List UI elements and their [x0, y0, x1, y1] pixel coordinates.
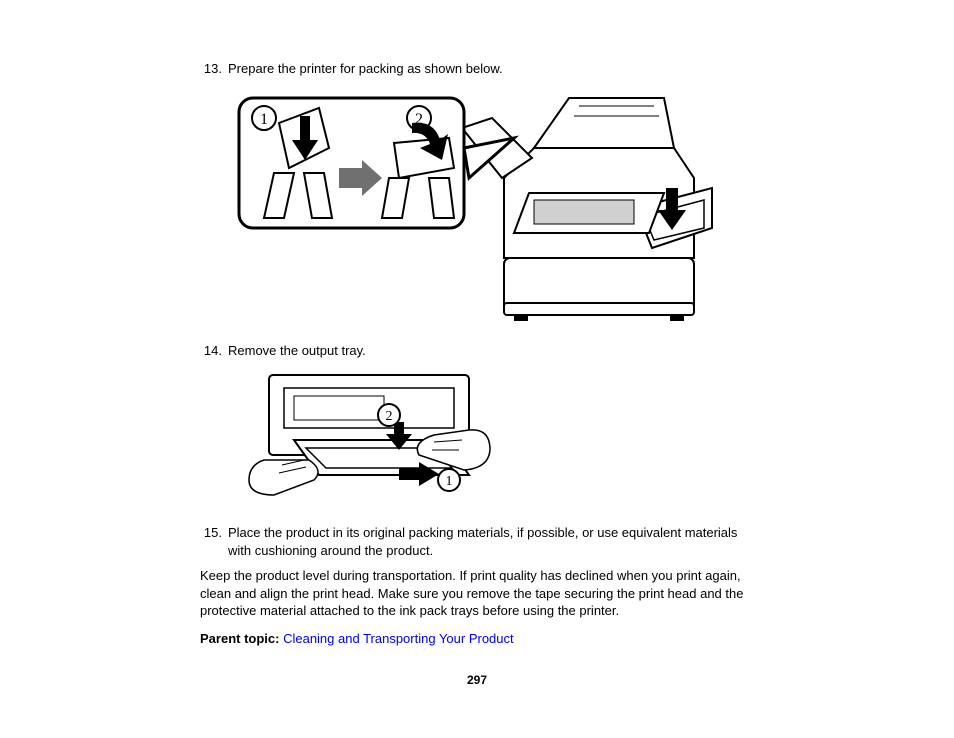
figure-remove-tray: 2 1 [234, 370, 760, 515]
parent-topic-link[interactable]: Cleaning and Transporting Your Product [283, 631, 514, 646]
step-number: 15. [200, 524, 228, 559]
step-number: 13. [200, 60, 228, 78]
parent-topic-label: Parent topic: [200, 631, 283, 646]
step-15: 15. Place the product in its original pa… [200, 524, 760, 559]
step-text: Prepare the printer for packing as shown… [228, 60, 760, 78]
svg-text:1: 1 [446, 474, 453, 489]
svg-text:1: 1 [260, 111, 268, 128]
step-14: 14. Remove the output tray. [200, 342, 760, 360]
step-number: 14. [200, 342, 228, 360]
paragraph-note: Keep the product level during transporta… [200, 567, 760, 620]
printer-illustration [462, 98, 712, 321]
page-number: 297 [0, 672, 954, 688]
document-content: 13. Prepare the printer for packing as s… [200, 60, 760, 647]
svg-text:2: 2 [386, 409, 393, 424]
step-13: 13. Prepare the printer for packing as s… [200, 60, 760, 78]
parent-topic: Parent topic: Cleaning and Transporting … [200, 630, 760, 648]
inset-panel: 1 2 [239, 98, 514, 228]
step-text: Place the product in its original packin… [228, 524, 760, 559]
figure-packing: 1 2 [234, 88, 760, 333]
step-text: Remove the output tray. [228, 342, 760, 360]
